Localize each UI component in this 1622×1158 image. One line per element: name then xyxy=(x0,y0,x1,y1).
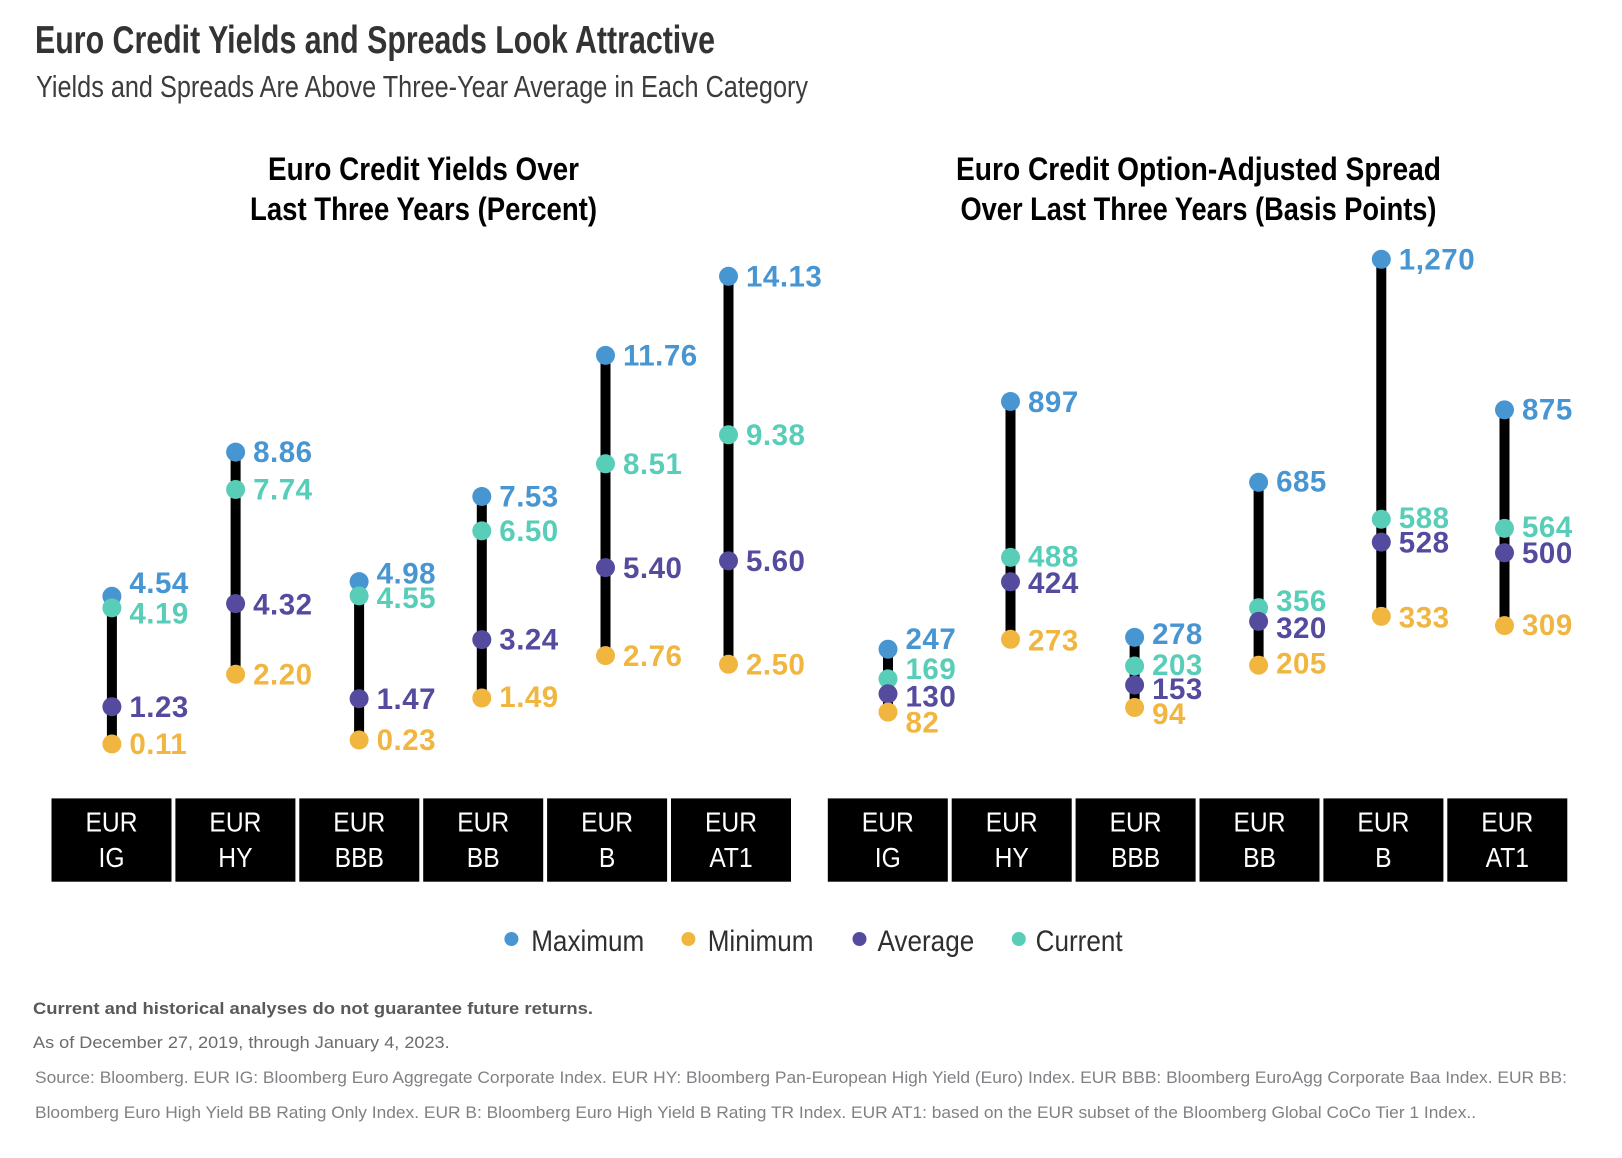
svg-text:528: 528 xyxy=(1399,526,1450,559)
svg-text:564: 564 xyxy=(1522,511,1573,544)
svg-text:EUR: EUR xyxy=(1357,806,1409,838)
svg-text:BBB: BBB xyxy=(335,842,384,874)
svg-text:333: 333 xyxy=(1399,602,1450,635)
svg-text:94: 94 xyxy=(1152,698,1186,731)
svg-text:1,270: 1,270 xyxy=(1399,243,1475,276)
svg-text:Current: Current xyxy=(1036,924,1123,957)
svg-text:685: 685 xyxy=(1276,466,1327,499)
svg-text:0.11: 0.11 xyxy=(129,728,187,761)
svg-text:4.19: 4.19 xyxy=(129,598,188,631)
svg-text:5.40: 5.40 xyxy=(623,552,682,585)
svg-text:1.47: 1.47 xyxy=(377,683,436,716)
svg-text:4.54: 4.54 xyxy=(129,567,189,600)
svg-text:EUR: EUR xyxy=(986,806,1038,838)
svg-text:EUR: EUR xyxy=(209,806,261,838)
svg-text:488: 488 xyxy=(1028,541,1079,574)
svg-text:2.20: 2.20 xyxy=(253,658,312,691)
svg-text:EUR: EUR xyxy=(86,806,138,838)
svg-text:356: 356 xyxy=(1276,585,1327,618)
svg-text:7.74: 7.74 xyxy=(253,474,313,507)
svg-text:897: 897 xyxy=(1028,386,1079,419)
svg-text:278: 278 xyxy=(1152,618,1203,651)
svg-text:3.24: 3.24 xyxy=(499,624,559,657)
svg-text:247: 247 xyxy=(906,623,957,656)
svg-text:BB: BB xyxy=(1243,842,1276,874)
svg-text:AT1: AT1 xyxy=(1486,842,1529,874)
svg-text:1.49: 1.49 xyxy=(499,681,558,714)
svg-text:Over Last Three Years (Basis P: Over Last Three Years (Basis Points) xyxy=(961,191,1437,227)
svg-text:203: 203 xyxy=(1152,649,1203,682)
svg-text:EUR: EUR xyxy=(862,806,914,838)
svg-text:AT1: AT1 xyxy=(709,842,752,874)
svg-text:8.86: 8.86 xyxy=(253,436,312,469)
svg-text:2.76: 2.76 xyxy=(623,640,682,673)
svg-text:4.98: 4.98 xyxy=(377,558,436,591)
svg-text:B: B xyxy=(599,842,615,874)
svg-text:Maximum: Maximum xyxy=(531,924,644,957)
svg-text:7.53: 7.53 xyxy=(499,481,558,514)
svg-text:169: 169 xyxy=(906,653,957,686)
svg-text:9.38: 9.38 xyxy=(746,419,805,452)
svg-text:205: 205 xyxy=(1276,648,1327,681)
svg-text:BBB: BBB xyxy=(1111,842,1160,874)
svg-text:EUR: EUR xyxy=(1110,806,1162,838)
svg-text:14.13: 14.13 xyxy=(746,260,822,293)
svg-text:Euro Credit Yields Over: Euro Credit Yields Over xyxy=(268,151,579,187)
svg-text:EUR: EUR xyxy=(1481,806,1533,838)
svg-text:IG: IG xyxy=(99,842,125,874)
svg-text:500: 500 xyxy=(1522,537,1573,570)
svg-text:Average: Average xyxy=(878,924,975,957)
svg-text:HY: HY xyxy=(995,842,1029,874)
svg-text:Minimum: Minimum xyxy=(708,924,814,957)
svg-text:EUR: EUR xyxy=(581,806,633,838)
svg-text:EUR: EUR xyxy=(705,806,757,838)
svg-text:11.76: 11.76 xyxy=(623,340,698,373)
svg-text:4.55: 4.55 xyxy=(377,582,436,615)
svg-text:309: 309 xyxy=(1522,609,1573,642)
svg-text:6.50: 6.50 xyxy=(499,515,558,548)
svg-text:EUR: EUR xyxy=(333,806,385,838)
svg-text:B: B xyxy=(1375,842,1391,874)
svg-text:8.51: 8.51 xyxy=(623,448,682,481)
svg-text:153: 153 xyxy=(1152,673,1203,706)
svg-text:0.23: 0.23 xyxy=(377,724,436,757)
svg-text:5.60: 5.60 xyxy=(746,545,805,578)
svg-text:82: 82 xyxy=(906,707,940,740)
svg-text:273: 273 xyxy=(1028,624,1079,657)
svg-text:320: 320 xyxy=(1276,612,1327,645)
svg-text:EUR: EUR xyxy=(1234,806,1286,838)
svg-text:875: 875 xyxy=(1522,394,1573,427)
svg-text:HY: HY xyxy=(218,842,252,874)
svg-text:4.32: 4.32 xyxy=(253,589,312,622)
svg-text:1.23: 1.23 xyxy=(129,691,188,724)
svg-text:2.50: 2.50 xyxy=(746,648,805,681)
svg-text:588: 588 xyxy=(1399,502,1450,535)
svg-text:130: 130 xyxy=(906,681,957,714)
svg-text:424: 424 xyxy=(1028,567,1079,600)
svg-text:BB: BB xyxy=(467,842,500,874)
svg-text:IG: IG xyxy=(875,842,901,874)
svg-text:EUR: EUR xyxy=(457,806,509,838)
svg-text:Euro Credit Option-Adjusted Sp: Euro Credit Option-Adjusted Spread xyxy=(956,151,1441,187)
svg-text:Last Three Years (Percent): Last Three Years (Percent) xyxy=(250,191,597,227)
